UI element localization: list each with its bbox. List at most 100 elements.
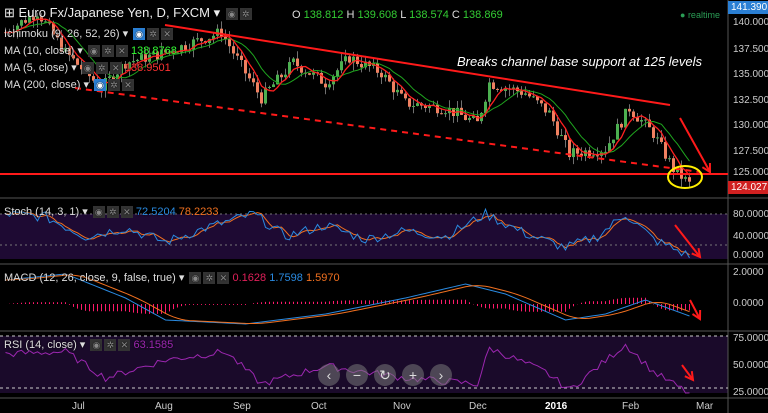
candle (512, 87, 515, 89)
ma5-legend[interactable]: MA (5, close) ▾ ◉ ✲ ✕ 138.9501 (4, 62, 171, 75)
stoch-k-line (5, 207, 690, 259)
price-tick-label: 125.000 (733, 167, 768, 178)
candle (240, 55, 243, 60)
gear-icon[interactable]: ✲ (239, 7, 252, 20)
time-axis-label: Nov (393, 401, 411, 412)
time-axis-label: Dec (469, 401, 487, 412)
realtime-status: ● realtime (680, 10, 720, 20)
candle (656, 137, 659, 139)
candle (108, 76, 111, 78)
stoch-arrow (674, 224, 701, 258)
candle (616, 123, 619, 140)
candle (124, 63, 127, 69)
eye-icon[interactable]: ◉ (225, 7, 238, 20)
gear-icon[interactable]: ✲ (147, 28, 160, 41)
rsi-legend[interactable]: RSI (14, close) ▾ ◉ ✲ ✕ 63.1585 (4, 339, 174, 352)
candle (128, 62, 131, 69)
candle (416, 103, 419, 106)
candle (44, 21, 47, 23)
candle (660, 137, 663, 142)
stoch-tick-label: 80.0000 (733, 209, 768, 220)
candle (552, 110, 555, 122)
price-tick-label: 140.000 (733, 17, 768, 28)
candle (408, 98, 411, 107)
candle (24, 20, 27, 23)
candle (284, 74, 287, 78)
candle (324, 83, 327, 88)
reset-button[interactable]: ↻ (374, 364, 396, 386)
candle (556, 121, 559, 136)
ma10-legend[interactable]: MA (10, close) ▾ ◉ ✲ ✕ 138.8768 (4, 45, 177, 58)
candle (396, 89, 399, 93)
candle (452, 107, 455, 116)
candle (436, 104, 439, 114)
candle (144, 53, 147, 62)
candle (236, 53, 239, 56)
candle (376, 63, 379, 73)
candle (652, 127, 655, 138)
rsi-tick-label: 25.0000 (733, 387, 768, 398)
candle (28, 16, 31, 23)
ma200-legend[interactable]: MA (200, close) ▾ ◉ ✲ ✕ (4, 78, 135, 92)
candle (220, 28, 223, 37)
candle (32, 16, 35, 20)
rsi-tick-label: 75.0000 (733, 333, 768, 344)
candle (164, 49, 167, 53)
candle (348, 56, 351, 63)
candle (492, 82, 495, 89)
candle (520, 91, 523, 95)
candle (540, 100, 543, 104)
annotation-text[interactable]: Breaks channel base support at 125 level… (457, 54, 702, 69)
candle (684, 177, 687, 179)
candle (132, 61, 135, 63)
candle (576, 148, 579, 154)
candle (484, 101, 487, 113)
candle (52, 23, 55, 35)
expand-icon[interactable]: ⊞ (4, 5, 19, 20)
zoom-in-button[interactable]: + (402, 364, 424, 386)
symbol-header[interactable]: ⊞ Euro Fx/Japanese Yen, D, FXCM ▾ ◉ ✲ (4, 5, 252, 21)
candle (688, 177, 691, 182)
time-axis-label: Aug (155, 401, 173, 412)
candle (308, 73, 311, 75)
candle (596, 155, 599, 157)
candle (176, 52, 179, 54)
close-icon[interactable]: ✕ (161, 28, 174, 41)
candle (668, 158, 671, 160)
price-tick-label: 130.000 (733, 120, 768, 131)
price-arrow (679, 117, 711, 173)
price-tick-label: 137.500 (733, 44, 768, 55)
candle (20, 20, 23, 26)
time-axis-label: Sep (233, 401, 251, 412)
candle (228, 38, 231, 47)
scroll-left-button[interactable]: ‹ (318, 364, 340, 386)
scroll-right-button[interactable]: › (430, 364, 452, 386)
candle (464, 114, 467, 120)
macd-signal-line (5, 274, 690, 324)
eye-icon[interactable]: ◉ (133, 28, 146, 41)
time-axis-label: Mar (696, 401, 714, 412)
stoch-arrow-head (691, 247, 702, 259)
high-price-tag: 141.390 (728, 1, 768, 14)
candle (612, 139, 615, 144)
price-arrow-head (701, 162, 712, 174)
candle (672, 158, 675, 172)
gear-icon: ✲ (95, 62, 108, 75)
stoch-legend[interactable]: Stoch (14, 3, 1) ▾ ◉ ✲ ✕ 72.5204 78.2233 (4, 206, 219, 219)
candle (296, 58, 299, 67)
candle (216, 28, 219, 36)
candle (528, 93, 531, 97)
candle (548, 110, 551, 113)
candle (328, 84, 331, 88)
ichimoku-legend[interactable]: Ichimoku (9, 26, 52, 26) ▾ ◉ ✲ ✕ (4, 27, 174, 41)
candle (536, 96, 539, 101)
candle (272, 84, 275, 88)
macd-legend[interactable]: MACD (12, 26, close, 9, false, true) ▾ ◉… (4, 272, 340, 285)
candle (168, 51, 171, 53)
candle (232, 46, 235, 54)
candle (524, 93, 527, 95)
ma5-line (5, 18, 690, 176)
candle (472, 115, 475, 118)
zoom-out-button[interactable]: − (346, 364, 368, 386)
